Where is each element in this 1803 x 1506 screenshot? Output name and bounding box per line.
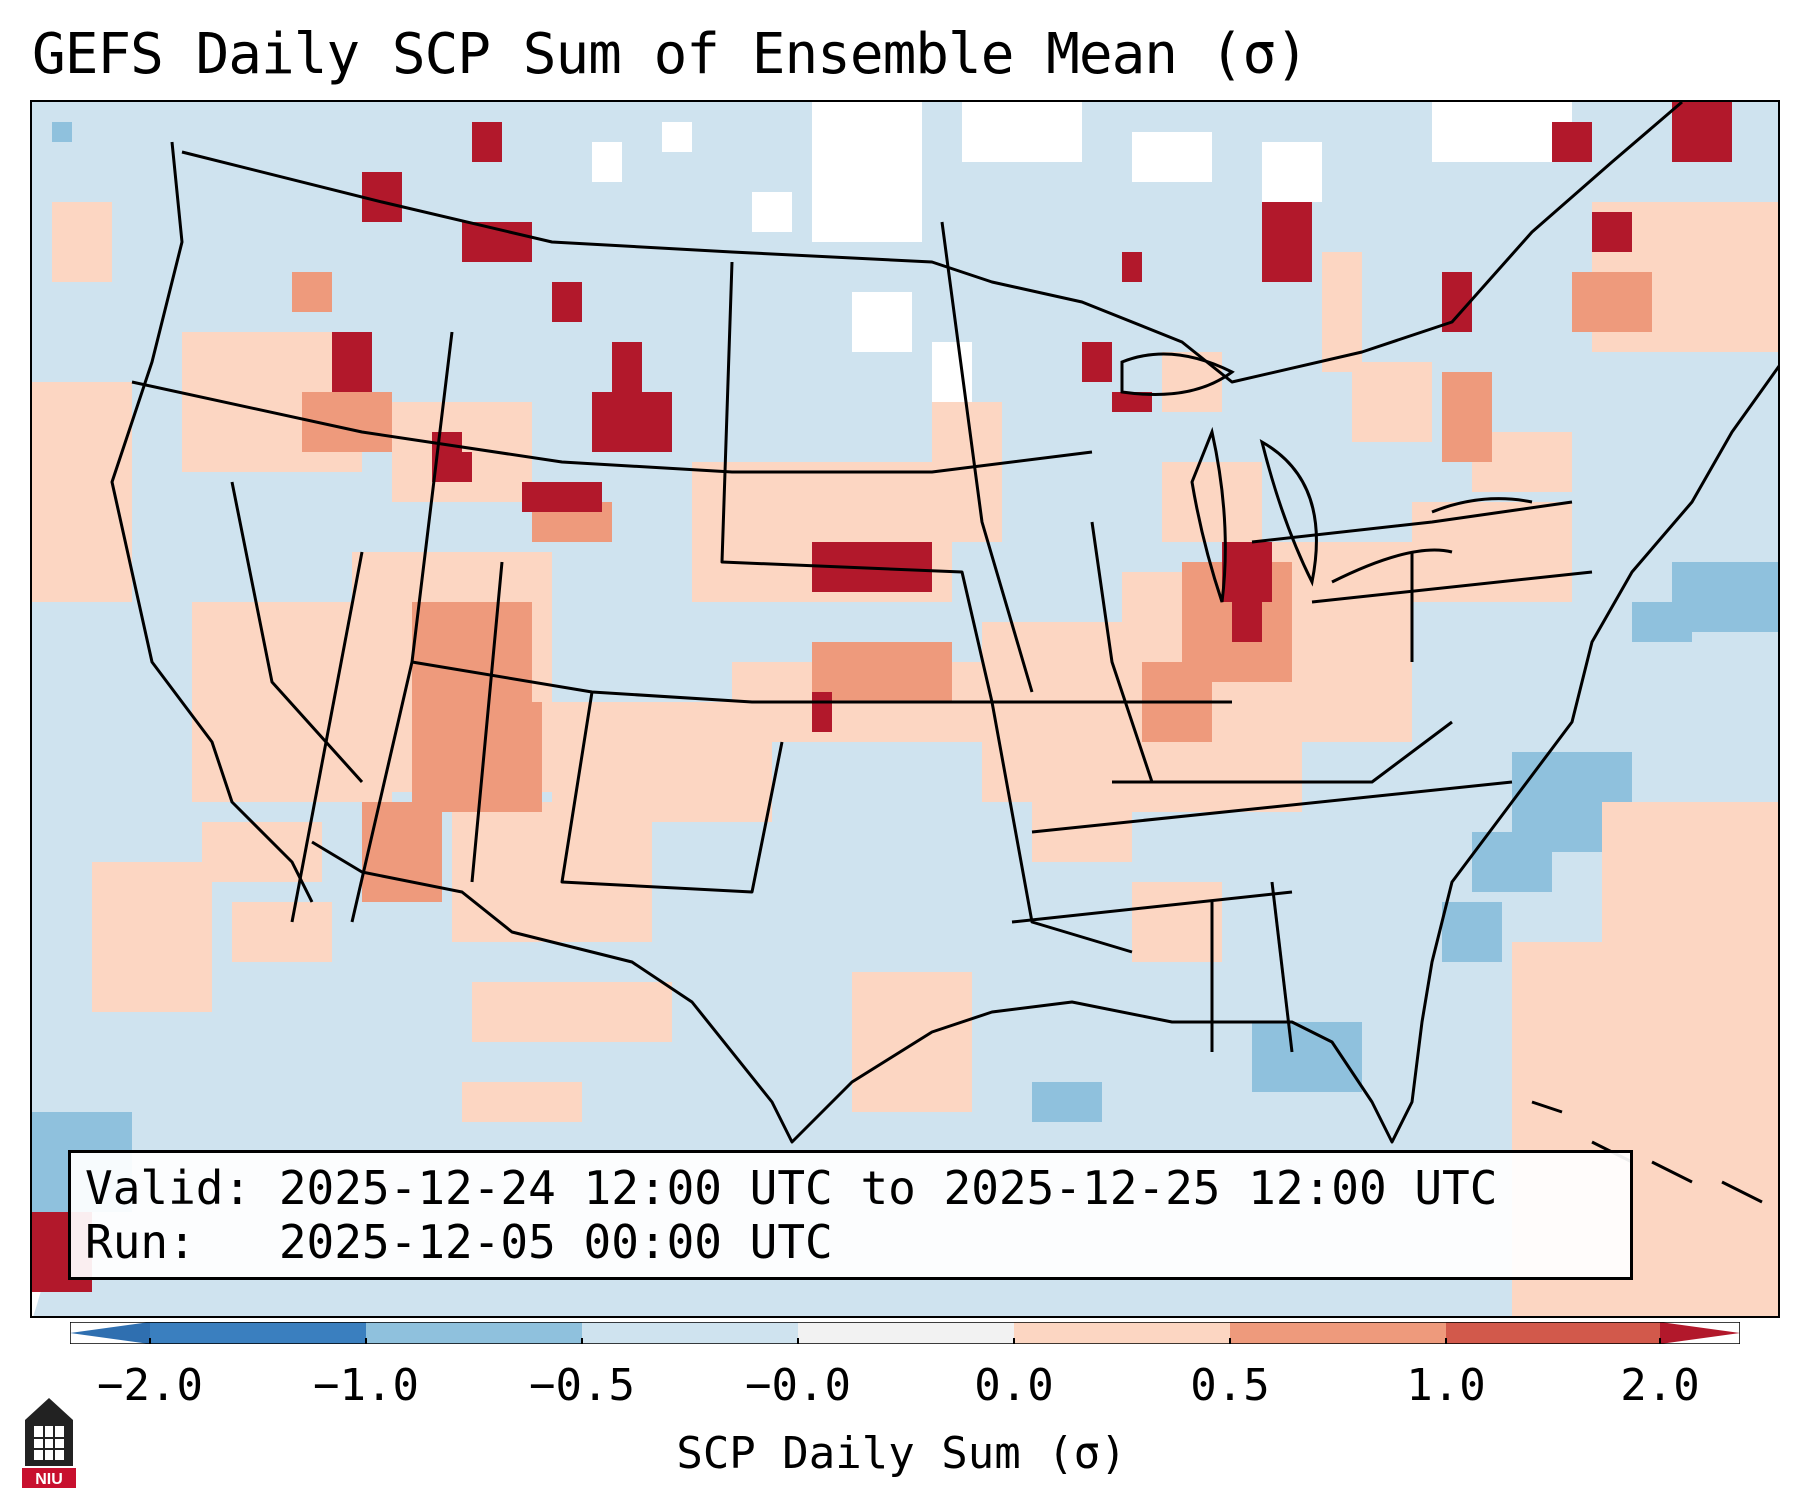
colorbar-segment-5 [1014,1322,1230,1344]
positive-medium-patches [292,272,1652,902]
colorbar-segment-1 [150,1322,366,1344]
logo-text: NIU [35,1471,63,1488]
map-panel [30,100,1780,1318]
colorbar-segment-6 [1230,1322,1446,1344]
colorbar-tick-label: −0.5 [529,1360,635,1411]
colorbar-tick-label: 1.0 [1406,1360,1486,1411]
colorbar [70,1322,1740,1344]
colorbar-tick-label: 2.0 [1620,1360,1700,1411]
niu-logo-icon: NIU [22,1398,76,1488]
colorbar-tick-label: −0.0 [745,1360,851,1411]
negative-patches [32,122,1778,1212]
colorbar-extend-low [70,1322,150,1344]
colorbar-tick-label: −1.0 [313,1360,419,1411]
colorbar-ticks [149,1338,1661,1344]
colorbar-tick-label: 0.0 [974,1360,1054,1411]
great-lakes [1120,352,1533,603]
run-time-text: Run: 2025-12-05 00:00 UTC [85,1215,833,1269]
colorbar-segment-7 [1446,1322,1662,1344]
colorbar-segment-2 [366,1322,582,1344]
valid-run-info-box: Valid: 2025-12-24 12:00 UTC to 2025-12-2… [68,1150,1633,1280]
gulf-coastline [311,365,1778,1144]
colorbar-segment-4 [798,1322,1014,1344]
colorbar-title: SCP Daily Sum (σ) [676,1428,1127,1479]
colorbar-tick-label: 0.5 [1190,1360,1270,1411]
colorbar-tick-label: −2.0 [97,1360,203,1411]
canada-border [181,102,1683,384]
colorbar-extend-high [1660,1322,1740,1344]
pacific-coastline [110,141,314,903]
neutral-patches [592,102,1572,442]
chart-title: GEFS Daily SCP Sum of Ensemble Mean (σ) [32,22,1309,87]
valid-time-text: Valid: 2025-12-24 12:00 UTC to 2025-12-2… [85,1161,1498,1215]
map-svg [32,102,1778,1316]
colorbar-segment-3 [582,1322,798,1344]
borders [110,102,1778,1144]
